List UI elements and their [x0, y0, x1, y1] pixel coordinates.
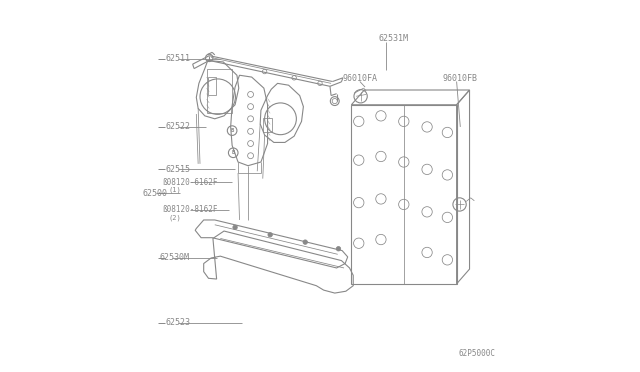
Text: 62530M: 62530M — [159, 253, 189, 263]
Text: 96010FA: 96010FA — [343, 74, 378, 83]
Circle shape — [233, 225, 237, 230]
Text: (1): (1) — [168, 187, 181, 193]
Text: 62531M: 62531M — [378, 34, 408, 43]
Text: 62500: 62500 — [143, 189, 168, 198]
Circle shape — [268, 232, 273, 237]
Circle shape — [303, 240, 307, 244]
Bar — [209, 77, 216, 95]
Text: 62522: 62522 — [166, 122, 191, 131]
Text: 62523: 62523 — [166, 318, 191, 327]
Text: B: B — [232, 150, 235, 155]
Bar — [207, 69, 232, 113]
Text: 62515: 62515 — [166, 165, 191, 174]
Text: 62P5000C: 62P5000C — [459, 350, 496, 359]
Text: 96010FB: 96010FB — [443, 74, 477, 83]
Text: B: B — [230, 128, 234, 133]
Text: ß08120-6162F: ß08120-6162F — [163, 178, 218, 187]
Text: 62511: 62511 — [166, 54, 191, 63]
Circle shape — [336, 247, 340, 251]
Text: (2): (2) — [168, 215, 181, 221]
Bar — [263, 118, 272, 132]
Text: ß08120-8162F: ß08120-8162F — [163, 205, 218, 215]
